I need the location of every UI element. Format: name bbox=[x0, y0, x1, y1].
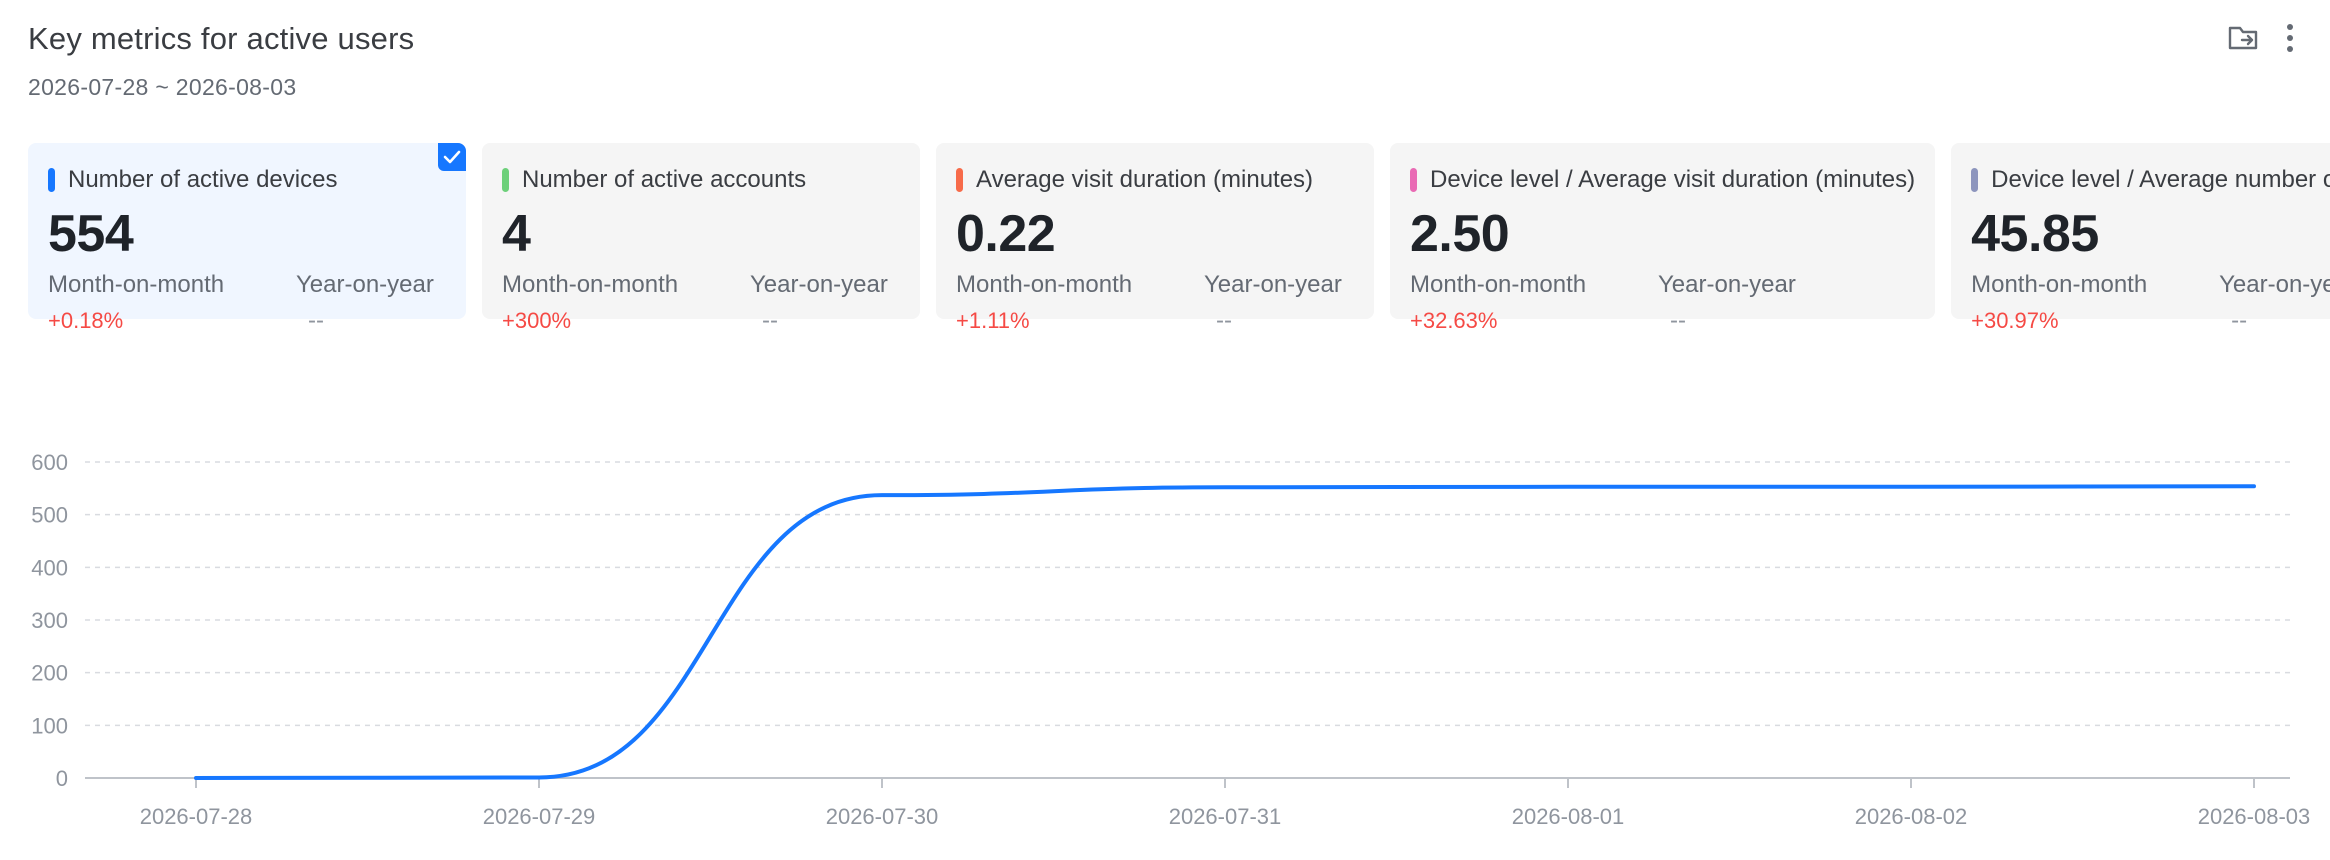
y-tick-label: 200 bbox=[31, 661, 68, 686]
yoy-label: Year-on-year bbox=[296, 271, 434, 298]
yoy-value: -- bbox=[1216, 307, 1232, 334]
panel-header: Key metrics for active users 2026-07-28 … bbox=[28, 18, 414, 102]
card-label: Number of active accounts bbox=[522, 166, 807, 193]
mom-label: Month-on-month bbox=[956, 271, 1133, 298]
yoy-label: Year-on-year bbox=[1658, 271, 1796, 298]
card-color-bar bbox=[956, 168, 963, 192]
card-value: 45.85 bbox=[1971, 205, 2099, 263]
card-label: Device level / Average number of visits bbox=[1991, 166, 2330, 193]
x-tick-label: 2026-07-30 bbox=[826, 804, 939, 829]
card-color-bar bbox=[1410, 168, 1417, 192]
series-line bbox=[194, 484, 2256, 780]
date-range: 2026-07-28 ~ 2026-08-03 bbox=[28, 74, 297, 100]
mom-change: +30.97% bbox=[1971, 308, 2059, 333]
yoy-value: -- bbox=[308, 307, 324, 334]
mom-label: Month-on-month bbox=[1410, 271, 1587, 298]
mom-label: Month-on-month bbox=[48, 271, 225, 298]
card-value: 4 bbox=[502, 205, 531, 263]
y-tick-label: 500 bbox=[31, 503, 68, 528]
card-label: Device level / Average visit duration (m… bbox=[1430, 166, 1916, 193]
y-tick-label: 100 bbox=[31, 713, 68, 738]
yoy-label: Year-on-year bbox=[750, 271, 888, 298]
metric-card-device-avg-visit-duration[interactable]: Device level / Average visit duration (m… bbox=[1390, 143, 1936, 334]
chart-svg: 0 100 200 300 400 500 600 2026-07-28 2026-07-29 2… bbox=[31, 450, 2311, 829]
active-devices-line-chart: 0 100 200 300 400 500 600 2026-07-28 2026-07-29 2… bbox=[0, 420, 2330, 860]
yoy-label: Year-on-year bbox=[2219, 271, 2330, 298]
x-tick-label: 2026-08-02 bbox=[1855, 804, 1968, 829]
mom-change: +32.63% bbox=[1410, 308, 1498, 333]
mom-change: +300% bbox=[502, 308, 572, 333]
x-tick-label: 2026-07-28 bbox=[140, 804, 253, 829]
yoy-value: -- bbox=[2231, 307, 2248, 334]
mom-change: +0.18% bbox=[48, 308, 124, 333]
x-tick-label: 2026-08-01 bbox=[1512, 804, 1625, 829]
metric-card-active-accounts[interactable]: Number of active accounts 4 Month-on-mon… bbox=[482, 143, 920, 334]
y-tick-label: 600 bbox=[31, 450, 68, 475]
card-value: 0.22 bbox=[956, 205, 1056, 263]
x-tick-label: 2026-07-29 bbox=[483, 804, 596, 829]
mom-change: +1.11% bbox=[956, 308, 1030, 333]
x-tick-label: 2026-08-03 bbox=[2198, 804, 2311, 829]
metric-card-device-avg-visits[interactable]: Device level / Average number of visits … bbox=[1951, 143, 2330, 334]
check-icon bbox=[438, 143, 466, 171]
x-tick-label: 2026-07-31 bbox=[1169, 804, 1282, 829]
yoy-value: -- bbox=[1670, 307, 1686, 334]
card-value: 554 bbox=[48, 205, 134, 263]
yoy-label: Year-on-year bbox=[1204, 271, 1342, 298]
card-color-bar bbox=[1971, 168, 1979, 192]
card-value: 2.50 bbox=[1410, 205, 1510, 263]
yoy-value: -- bbox=[762, 307, 778, 334]
more-vertical-icon[interactable] bbox=[2272, 20, 2308, 56]
y-tick-label: 300 bbox=[31, 608, 68, 633]
panel-title: Key metrics for active users bbox=[28, 21, 415, 56]
card-label: Average visit duration (minutes) bbox=[976, 166, 1314, 193]
card-label: Number of active devices bbox=[68, 166, 338, 193]
card-color-bar bbox=[502, 168, 509, 192]
metric-cards: Number of active devices 554 Month-on-mo… bbox=[28, 143, 2330, 334]
y-tick-label: 0 bbox=[56, 766, 68, 791]
card-color-bar bbox=[48, 168, 55, 192]
y-tick-label: 400 bbox=[31, 555, 68, 580]
mom-label: Month-on-month bbox=[502, 271, 679, 298]
metric-card-avg-visit-duration[interactable]: Average visit duration (minutes) 0.22 Mo… bbox=[936, 143, 1374, 334]
mom-label: Month-on-month bbox=[1971, 271, 2148, 298]
folder-arrow-icon[interactable] bbox=[2226, 20, 2262, 56]
metric-card-active-devices[interactable]: Number of active devices 554 Month-on-mo… bbox=[28, 143, 466, 334]
header-actions bbox=[2226, 20, 2308, 56]
